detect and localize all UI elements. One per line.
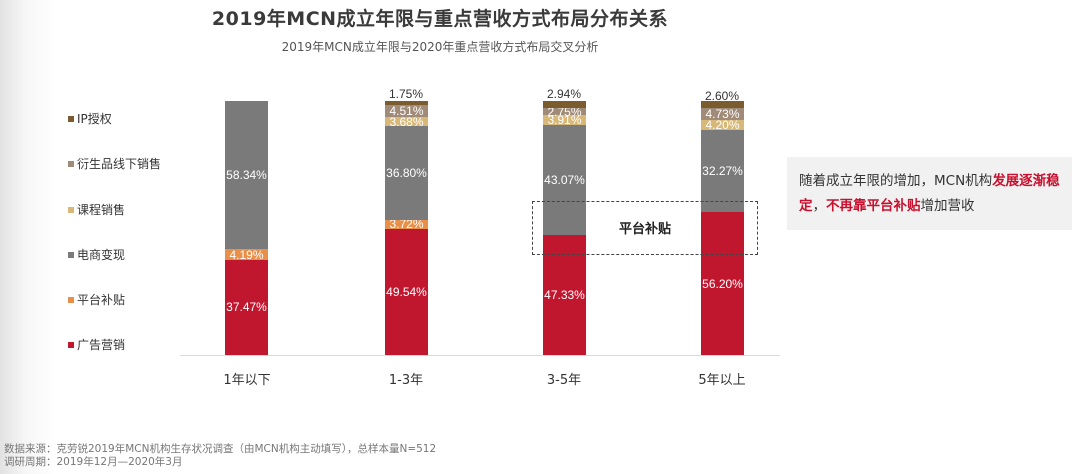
- x-tick-label: 1-3年: [388, 373, 424, 388]
- legend-swatch-icon: [68, 115, 74, 122]
- insight-note: 随着成立年限的增加，MCN机构发展逐渐稳定，不再靠平台补贴增加营收: [787, 157, 1072, 230]
- bar-top-label: 1.75%: [388, 87, 424, 101]
- bar-segment: 3.72%: [385, 217, 428, 231]
- bar-segment: 56.20%: [701, 212, 744, 355]
- legend-item-advertising: 广告营销: [68, 336, 125, 353]
- note-highlight: 发展逐渐稳定: [799, 173, 1060, 214]
- bar-top-label: 2.94%: [546, 87, 582, 101]
- highlight-dashed-box: [532, 201, 758, 255]
- bar-segment: 36.80%: [385, 126, 428, 220]
- x-axis-line: [180, 355, 780, 356]
- legend-label: 广告营销: [77, 338, 126, 352]
- legend-item-subsidy: 平台补贴: [68, 291, 125, 308]
- legend-item-courses: 课程销售: [68, 201, 125, 218]
- data-source: 数据来源：克劳锐2019年MCN机构生存状况调查（由MCN机构主动填写），总样本…: [4, 443, 437, 455]
- bar-segment: 3.91%: [543, 113, 586, 127]
- bar-segment: 58.34%: [225, 101, 268, 250]
- note-text: 随着成立年限的增加，MCN机构: [799, 173, 993, 189]
- note-text: ，: [812, 198, 827, 214]
- bar-segment: [385, 101, 428, 106]
- legend-swatch-icon: [68, 251, 74, 258]
- legend-label: 衍生品线下销售: [77, 157, 162, 171]
- bar-segment: 37.47%: [225, 259, 268, 355]
- legend-label: 平台补贴: [77, 293, 126, 307]
- x-tick-label: 3-5年: [546, 373, 582, 388]
- highlight-box-label: 平台补贴: [618, 222, 671, 237]
- note-text: 增加营收: [920, 198, 975, 214]
- bar-segment: 32.27%: [701, 130, 744, 213]
- bar-segment: 4.19%: [225, 248, 268, 262]
- legend-label: 课程销售: [77, 203, 126, 217]
- bar-top-label: 2.60%: [704, 89, 740, 103]
- legend-label: IP授权: [77, 112, 112, 126]
- legend-swatch-icon: [68, 296, 74, 303]
- bar-segment: 2.75%: [543, 105, 586, 119]
- bar-segment: [543, 101, 586, 109]
- footer: 数据来源：克劳锐2019年MCN机构生存状况调查（由MCN机构主动填写），总样本…: [4, 443, 436, 469]
- bar-segment: [701, 101, 744, 108]
- bar-3-5yr: 47.33% 43.07% 3.91% 2.75%: [543, 101, 586, 355]
- x-tick-label: 1年以下: [223, 373, 271, 388]
- legend-swatch-icon: [68, 206, 74, 213]
- survey-period: 调研周期：2019年12月—2020年3月: [4, 456, 183, 468]
- bar-segment: 4.20%: [701, 118, 744, 132]
- chart-title: 2019年MCN成立年限与重点营收方式布局分布关系: [211, 8, 669, 30]
- bar-1-3yr: 49.54% 3.72% 36.80% 3.68% 4.51%: [385, 101, 428, 355]
- bar-segment: 43.07%: [543, 125, 586, 235]
- legend-label: 电商变现: [77, 248, 126, 262]
- bar-1yr-below: 37.47% 4.19% 58.34%: [225, 101, 268, 355]
- legend-item-ip: IP授权: [68, 110, 112, 127]
- legend-item-ecommerce: 电商变现: [68, 246, 125, 263]
- bar-segment: 3.68%: [385, 115, 428, 129]
- bar-5yr-above: 56.20% 32.27% 4.20% 4.73%: [701, 101, 744, 355]
- legend-item-derivatives: 衍生品线下销售: [68, 155, 161, 172]
- bar-segment: 4.51%: [385, 104, 428, 118]
- legend-swatch-icon: [68, 160, 74, 167]
- legend-swatch-icon: [68, 341, 74, 348]
- x-tick-label: 5年以上: [698, 373, 746, 388]
- bar-segment: 49.54%: [385, 229, 428, 355]
- note-highlight: 不再靠平台补贴: [826, 198, 921, 214]
- bar-segment: 4.73%: [701, 107, 744, 121]
- chart-subtitle: 2019年MCN成立年限与2020年重点营收方式布局交叉分析: [281, 40, 599, 54]
